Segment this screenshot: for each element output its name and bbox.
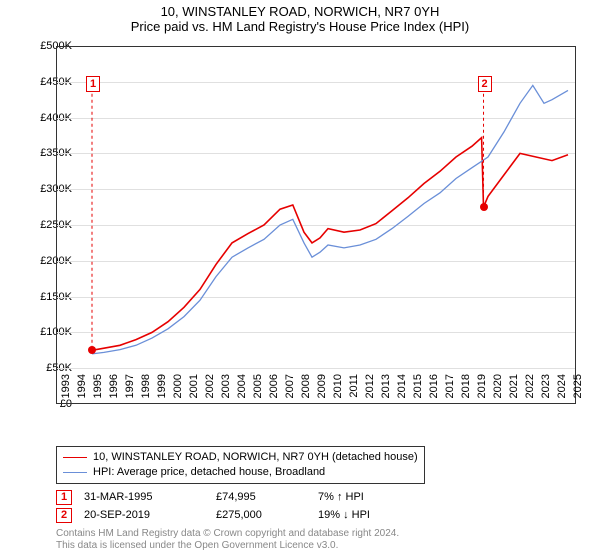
legend-label: 10, WINSTANLEY ROAD, NORWICH, NR7 0YH (d… — [93, 450, 418, 465]
legend-swatch — [63, 472, 87, 473]
sale-row: 2 20-SEP-2019 £275,000 19% ↓ HPI — [56, 506, 576, 524]
x-tick-label: 2002 — [204, 374, 216, 408]
x-tick-label: 2006 — [268, 374, 280, 408]
x-tick-label: 2025 — [572, 374, 584, 408]
sale-badge: 1 — [56, 490, 72, 505]
attribution: Contains HM Land Registry data © Crown c… — [56, 528, 399, 552]
plot-svg — [56, 46, 576, 404]
x-tick-label: 2016 — [428, 374, 440, 408]
legend-item: HPI: Average price, detached house, Broa… — [63, 465, 418, 480]
x-tick-label: 1997 — [124, 374, 136, 408]
marker-badge: 2 — [478, 76, 492, 92]
title-address: 10, WINSTANLEY ROAD, NORWICH, NR7 0YH — [0, 4, 600, 19]
legend-swatch — [63, 457, 87, 458]
x-tick-label: 2020 — [492, 374, 504, 408]
sale-row: 1 31-MAR-1995 £74,995 7% ↑ HPI — [56, 488, 576, 506]
x-tick-label: 2021 — [508, 374, 520, 408]
x-tick-label: 2001 — [188, 374, 200, 408]
x-tick-label: 2019 — [476, 374, 488, 408]
x-tick-label: 2011 — [348, 374, 360, 408]
attribution-line1: Contains HM Land Registry data © Crown c… — [56, 528, 399, 540]
title-block: 10, WINSTANLEY ROAD, NORWICH, NR7 0YH Pr… — [0, 0, 600, 36]
sale-badge: 2 — [56, 508, 72, 523]
x-tick-label: 2017 — [444, 374, 456, 408]
marker-dot — [88, 346, 96, 354]
x-tick-label: 1995 — [92, 374, 104, 408]
sale-diff: 19% ↓ HPI — [318, 509, 408, 521]
x-tick-label: 2013 — [380, 374, 392, 408]
title-subtitle: Price paid vs. HM Land Registry's House … — [0, 19, 600, 34]
x-tick-label: 1998 — [140, 374, 152, 408]
sale-price: £74,995 — [216, 491, 306, 503]
x-tick-label: 1999 — [156, 374, 168, 408]
series-line — [92, 85, 568, 354]
sale-price: £275,000 — [216, 509, 306, 521]
sales-table: 1 31-MAR-1995 £74,995 7% ↑ HPI 2 20-SEP-2019 £… — [56, 488, 576, 524]
x-tick-label: 2010 — [332, 374, 344, 408]
x-tick-label: 2023 — [540, 374, 552, 408]
x-tick-label: 2004 — [236, 374, 248, 408]
x-tick-label: 2003 — [220, 374, 232, 408]
sale-date: 31-MAR-1995 — [84, 491, 204, 503]
x-tick-label: 2007 — [284, 374, 296, 408]
x-tick-label: 2014 — [396, 374, 408, 408]
sale-diff: 7% ↑ HPI — [318, 491, 408, 503]
legend-label: HPI: Average price, detached house, Broa… — [93, 465, 325, 480]
series-line — [92, 138, 568, 351]
chart-container: 10, WINSTANLEY ROAD, NORWICH, NR7 0YH Pr… — [0, 0, 600, 560]
legend-item: 10, WINSTANLEY ROAD, NORWICH, NR7 0YH (d… — [63, 450, 418, 465]
legend: 10, WINSTANLEY ROAD, NORWICH, NR7 0YH (d… — [56, 446, 576, 484]
marker-badge: 1 — [86, 76, 100, 92]
x-tick-label: 1996 — [108, 374, 120, 408]
x-tick-label: 1993 — [60, 374, 72, 408]
marker-dot — [480, 203, 488, 211]
attribution-line2: This data is licensed under the Open Gov… — [56, 540, 399, 552]
x-tick-label: 2024 — [556, 374, 568, 408]
x-tick-label: 2008 — [300, 374, 312, 408]
x-tick-label: 2005 — [252, 374, 264, 408]
x-tick-label: 1994 — [76, 374, 88, 408]
x-tick-label: 2012 — [364, 374, 376, 408]
x-tick-label: 2018 — [460, 374, 472, 408]
x-tick-label: 2000 — [172, 374, 184, 408]
x-tick-label: 2022 — [524, 374, 536, 408]
sale-date: 20-SEP-2019 — [84, 509, 204, 521]
x-tick-label: 2015 — [412, 374, 424, 408]
x-tick-label: 2009 — [316, 374, 328, 408]
legend-box: 10, WINSTANLEY ROAD, NORWICH, NR7 0YH (d… — [56, 446, 425, 484]
